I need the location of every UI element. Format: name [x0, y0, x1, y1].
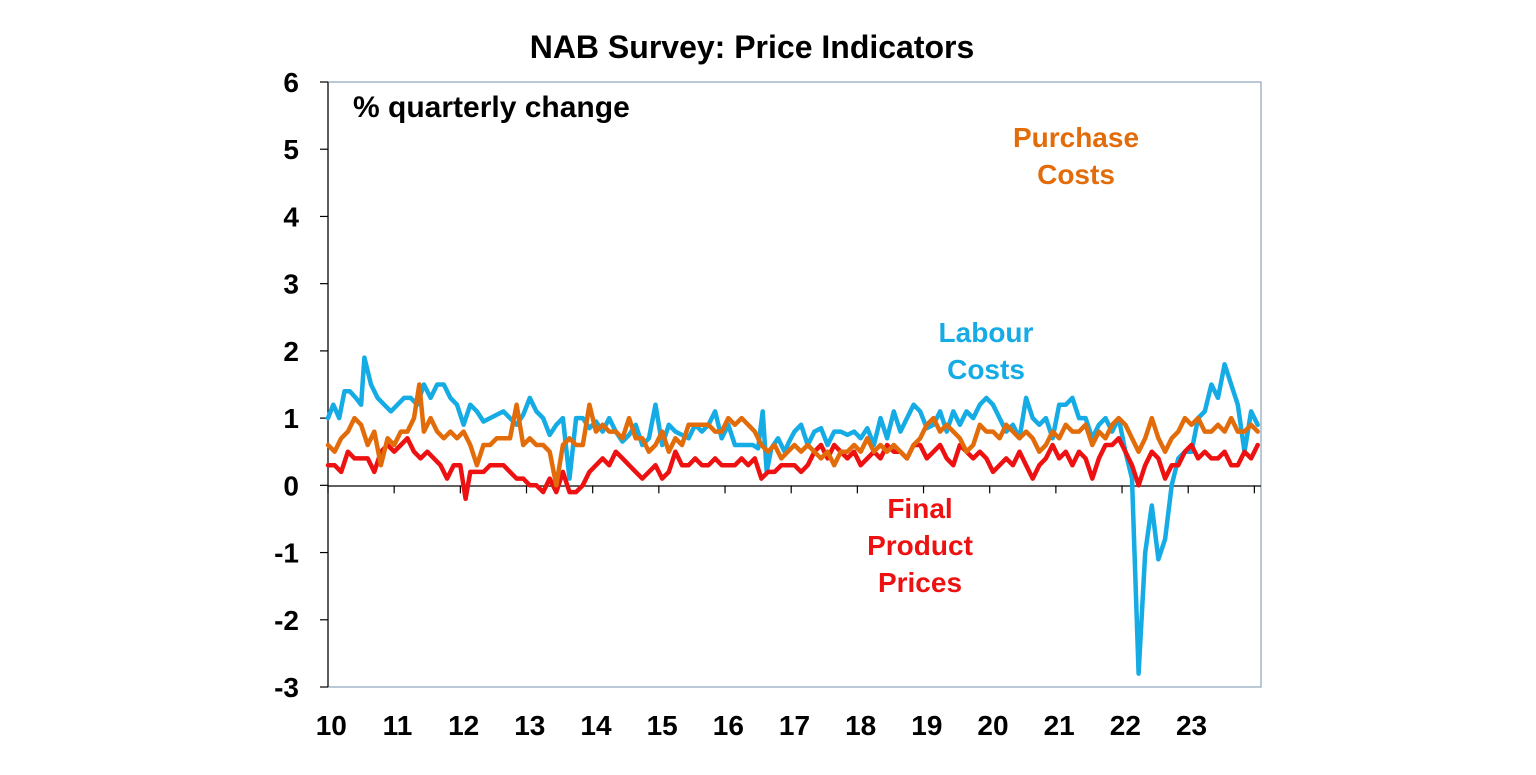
series-label-line: Product [867, 530, 973, 561]
series-label-labour-costs: Labour Costs [939, 317, 1034, 385]
x-tick-label: 22 [1110, 710, 1141, 741]
series-lines [325, 355, 1260, 676]
series-label-final-product-prices: Final Product Prices [867, 493, 973, 598]
series-line-purchase-costs [325, 382, 1260, 488]
x-tick-label: 21 [1044, 710, 1075, 741]
x-tick-label: 15 [647, 710, 678, 741]
x-tick-label: 11 [383, 710, 413, 741]
x-tick-label: 14 [580, 710, 612, 741]
series-label-line: Labour [939, 317, 1034, 348]
series-line-final-product-prices [325, 436, 1260, 502]
y-tick-label: 4 [283, 201, 299, 232]
x-tick-label: 10 [316, 710, 347, 741]
y-tick-label: -1 [274, 538, 299, 569]
series-label-line: Costs [1037, 159, 1115, 190]
x-tick-label: 16 [713, 710, 744, 741]
chart-title: NAB Survey: Price Indicators [530, 29, 975, 65]
series-label-line: Costs [947, 354, 1025, 385]
chart-subtitle: % quarterly change [353, 91, 630, 124]
series-label-purchase-costs: Purchase Costs [1013, 122, 1139, 190]
y-tick-label: -3 [274, 672, 299, 703]
y-tick-label: 0 [283, 470, 299, 501]
y-tick-label: 2 [283, 336, 299, 367]
x-tick-label: 19 [911, 710, 942, 741]
x-tick-label: 20 [977, 710, 1008, 741]
series-labels: Labour Costs Purchase Costs Final Product Pric… [867, 122, 1139, 598]
series-label-line: Purchase [1013, 122, 1139, 153]
x-tick-label: 17 [779, 710, 810, 741]
y-tick-label: 5 [283, 134, 299, 165]
series-line-labour-costs [325, 355, 1260, 676]
x-tick-label: 13 [514, 710, 545, 741]
plot-frame [327, 81, 1262, 688]
x-tick-label: 12 [448, 710, 479, 741]
series-label-line: Final [887, 493, 952, 524]
y-tick-label: -2 [274, 605, 299, 636]
x-tick-label: 23 [1176, 710, 1207, 741]
x-tick-label: 18 [845, 710, 876, 741]
y-tick-label: 6 [283, 67, 299, 98]
y-tick-label: 1 [283, 403, 299, 434]
series-label-line: Prices [878, 567, 962, 598]
y-tick-label: 3 [283, 269, 299, 300]
